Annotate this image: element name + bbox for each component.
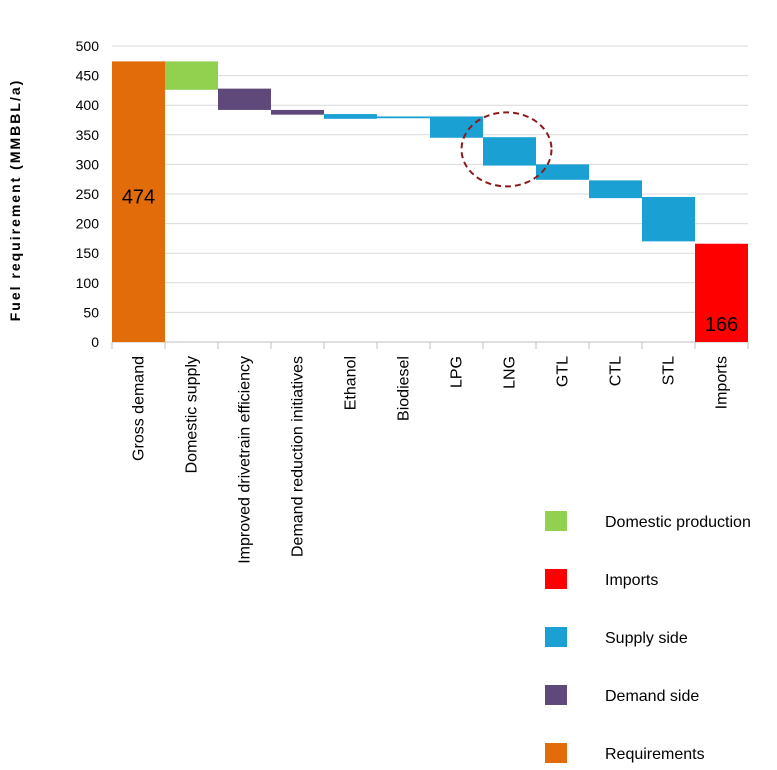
- legend-swatch-domestic-production: [545, 511, 567, 531]
- bar-lng: [483, 137, 536, 166]
- x-tick-label-stl: STL: [661, 356, 678, 385]
- bar-ctl: [589, 180, 642, 199]
- y-tick-label: 500: [76, 38, 100, 54]
- legend-label-domestic-production: Domestic production: [605, 514, 751, 531]
- x-tick-label-gross-demand: Gross demand: [131, 356, 148, 461]
- bar-demand-reduction-initiatives: [271, 109, 324, 115]
- bar-biodiesel: [377, 116, 430, 119]
- bar-stl: [642, 196, 695, 242]
- legend-label-imports: Imports: [605, 572, 658, 589]
- y-tick-label: 150: [76, 245, 100, 261]
- legend: Domestic production Imports Supply side Dem…: [545, 511, 751, 763]
- x-tick-labels: Gross demand Domestic supply Improved driv…: [131, 356, 731, 564]
- y-tick-label: 0: [91, 334, 99, 350]
- bar-lpg: [430, 116, 483, 138]
- bar-improved-drivetrain-efficiency: [218, 88, 271, 110]
- bar-gtl: [536, 164, 589, 180]
- x-tick-label-ethanol: Ethanol: [343, 356, 360, 410]
- y-tick-label: 300: [76, 156, 100, 172]
- x-tick-label-gtl: GTL: [555, 356, 572, 387]
- data-label-imports: 166: [705, 314, 738, 336]
- y-tick-label: 50: [83, 304, 99, 320]
- bar-domestic-supply: [165, 61, 218, 90]
- y-tick-label: 350: [76, 127, 100, 143]
- bar-ethanol: [324, 114, 377, 119]
- x-tick-label-domestic-supply: Domestic supply: [184, 356, 201, 473]
- y-tick-label: 450: [76, 68, 100, 84]
- grid-layer: [111, 45, 749, 349]
- y-axis-title: Fuel requirement (MMBBL/a): [7, 79, 23, 322]
- data-label-gross-demand: 474: [122, 187, 155, 209]
- bar-imports: [695, 243, 748, 342]
- legend-swatch-imports: [545, 569, 567, 589]
- legend-swatch-supply-side: [545, 627, 567, 647]
- y-tick-label: 200: [76, 216, 100, 232]
- y-tick-label: 250: [76, 186, 100, 202]
- legend-label-supply-side: Supply side: [605, 630, 688, 647]
- bars: [112, 61, 748, 342]
- legend-swatch-requirements: [545, 743, 567, 763]
- highlight-ellipse: [460, 111, 553, 188]
- x-tick-label-ctl: CTL: [608, 356, 625, 386]
- annotations: 474 166: [122, 111, 738, 336]
- x-tick-label-imports: Imports: [714, 356, 731, 409]
- x-tick-label-lng: LNG: [502, 356, 519, 389]
- legend-label-requirements: Requirements: [605, 746, 705, 763]
- y-tick-label: 100: [76, 275, 100, 291]
- y-tick-labels: 0 50 100 150 200 250 300 350 400 450 500: [76, 38, 100, 350]
- bar-gross-demand: [112, 61, 165, 342]
- legend-swatch-demand-side: [545, 685, 567, 705]
- legend-label-demand-side: Demand side: [605, 688, 699, 705]
- x-tick-label-lpg: LPG: [449, 356, 466, 388]
- x-tick-label-biodiesel: Biodiesel: [396, 356, 413, 421]
- x-tick-label-improved-drivetrain-efficiency: Improved drivetrain efficiency: [237, 356, 254, 564]
- x-tick-label-demand-reduction-initiatives: Demand reduction initiatives: [290, 356, 307, 557]
- y-tick-label: 400: [76, 97, 100, 113]
